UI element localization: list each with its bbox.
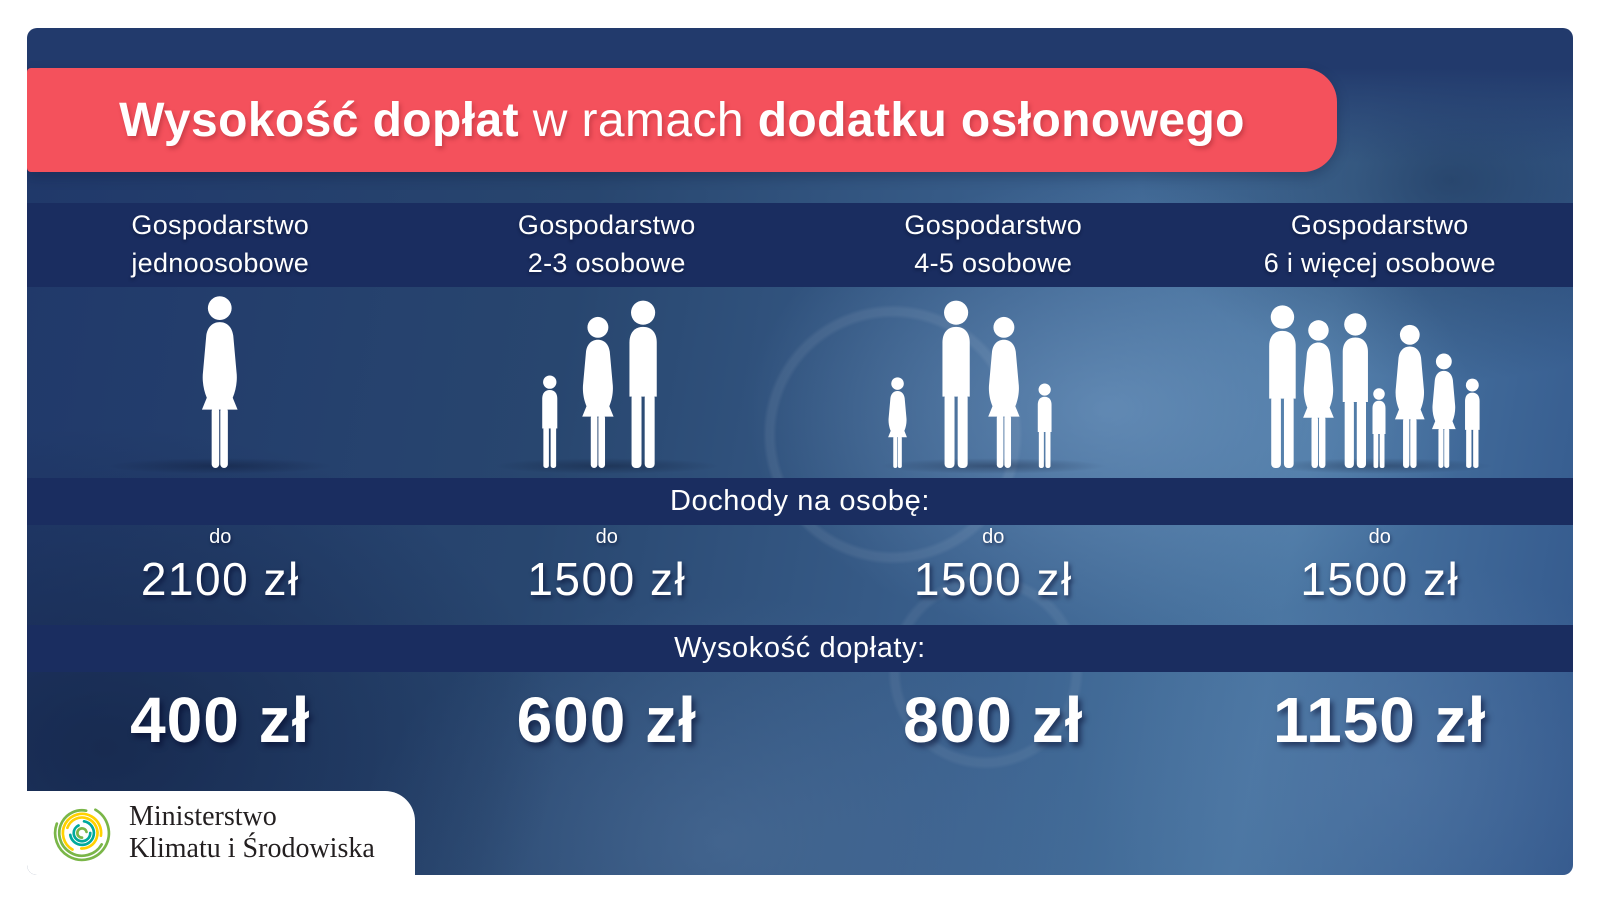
figure-cell-1 [70, 288, 370, 478]
figure-cell-4 [1230, 288, 1530, 478]
income-qualifier-3: do [982, 526, 1005, 548]
payment-section-label: Wysokość dopłaty: [674, 632, 926, 664]
income-limits-row: do 2100 zł do 1500 zł do 1500 zł do 1500… [27, 526, 1573, 606]
income-limit-2: 1500 zł [527, 553, 687, 605]
income-limit-4: 1500 zł [1300, 553, 1460, 605]
income-cell-4: do 1500 zł [1187, 526, 1574, 606]
payment-amount-3: 800 zł [903, 684, 1084, 756]
figure-cell-3 [843, 288, 1143, 478]
silhouettes-row [27, 288, 1573, 478]
title-bold-right: dodatku osłonowego [757, 93, 1245, 147]
income-limit-1: 2100 zł [140, 553, 300, 605]
family-of-four-silhouette-icon [888, 300, 1052, 469]
household-header-band: Gospodarstwo jednoosobowe Gospodarstwo 2… [27, 203, 1573, 287]
household-1-line2: jednoosobowe [131, 248, 310, 278]
household-2-line2: 2-3 osobowe [527, 248, 686, 278]
title-bold-left: Wysokość dopłat [119, 93, 519, 147]
income-qualifier-2: do [595, 526, 618, 548]
household-header-2: Gospodarstwo 2-3 osobowe [414, 207, 801, 283]
household-1-line1: Gospodarstwo [131, 210, 310, 241]
income-section-band: Dochody na osobę: [27, 478, 1573, 525]
income-cell-3: do 1500 zł [800, 526, 1187, 606]
income-qualifier-4: do [1368, 526, 1391, 548]
ministry-name: Ministerstwo Klimatu i Środowiska [129, 801, 375, 865]
income-cell-2: do 1500 zł [414, 526, 801, 606]
infographic-card: Wysokość dopłat w ramach dodatku osłonow… [27, 28, 1573, 875]
single-person-silhouette-icon [202, 296, 238, 468]
income-qualifier-1: do [209, 526, 232, 548]
payment-amounts-row: 400 zł 600 zł 800 zł 1150 zł [27, 683, 1573, 757]
ministry-name-line2: Klimatu i Środowiska [129, 833, 375, 864]
payment-amount-4: 1150 zł [1273, 684, 1487, 756]
payment-section-band: Wysokość dopłaty: [27, 625, 1573, 672]
household-4-line1: Gospodarstwo [1290, 210, 1469, 241]
payment-amount-1: 400 zł [130, 684, 311, 756]
large-family-silhouette-icon [1268, 305, 1480, 469]
title-middle: w ramach [518, 93, 758, 147]
income-limit-3: 1500 zł [913, 553, 1073, 605]
ministry-spiral-logo-icon [53, 804, 111, 862]
page-title: Wysokość dopłat w ramach dodatku osłonow… [119, 93, 1245, 148]
household-2-line1: Gospodarstwo [517, 210, 696, 241]
income-section-label: Dochody na osobę: [669, 485, 931, 517]
household-header-3: Gospodarstwo 4-5 osobowe [800, 207, 1187, 283]
ministry-name-line1: Ministerstwo [129, 800, 277, 832]
figure-cell-2 [457, 288, 757, 478]
household-4-line2: 6 i więcej osobowe [1263, 248, 1496, 278]
income-cell-1: do 2100 zł [27, 526, 414, 606]
title-banner: Wysokość dopłat w ramach dodatku osłonow… [27, 68, 1337, 172]
payment-amount-2: 600 zł [516, 684, 697, 756]
household-header-4: Gospodarstwo 6 i więcej osobowe [1187, 207, 1574, 283]
household-3-line2: 4-5 osobowe [914, 248, 1073, 278]
household-3-line1: Gospodarstwo [904, 210, 1083, 241]
ministry-logo-box: Ministerstwo Klimatu i Środowiska [27, 791, 415, 875]
household-header-1: Gospodarstwo jednoosobowe [27, 207, 414, 283]
family-of-three-silhouette-icon [541, 300, 657, 469]
